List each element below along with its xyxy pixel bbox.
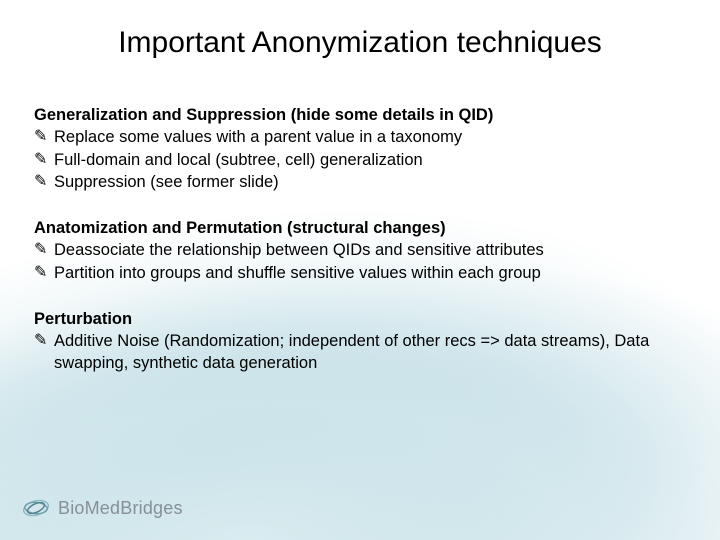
- bullet-icon: ✎: [34, 239, 54, 261]
- bullet-text: Additive Noise (Randomization; independe…: [54, 330, 686, 375]
- bullet-item: ✎ Partition into groups and shuffle sens…: [34, 262, 686, 284]
- section-heading: Anatomization and Permutation (structura…: [34, 217, 686, 239]
- slide-body: Generalization and Suppression (hide som…: [34, 104, 686, 399]
- slide-title: Important Anonymization techniques: [0, 26, 720, 60]
- logo-word-2: Bridges: [120, 498, 182, 518]
- bullet-item: ✎ Full-domain and local (subtree, cell) …: [34, 149, 686, 171]
- bullet-icon: ✎: [34, 171, 54, 193]
- section: Anatomization and Permutation (structura…: [34, 217, 686, 284]
- bullet-icon: ✎: [34, 330, 54, 352]
- section: Perturbation ✎ Additive Noise (Randomiza…: [34, 308, 686, 375]
- bullet-text: Partition into groups and shuffle sensit…: [54, 262, 686, 284]
- bullet-item: ✎ Replace some values with a parent valu…: [34, 126, 686, 148]
- footer-logo: BioMedBridges: [22, 494, 183, 522]
- bullet-item: ✎ Suppression (see former slide): [34, 171, 686, 193]
- bullet-item: ✎ Deassociate the relationship between Q…: [34, 239, 686, 261]
- section: Generalization and Suppression (hide som…: [34, 104, 686, 193]
- logo-text: BioMedBridges: [58, 498, 183, 519]
- bullet-icon: ✎: [34, 149, 54, 171]
- bullet-icon: ✎: [34, 126, 54, 148]
- slide: Important Anonymization techniques Gener…: [0, 0, 720, 540]
- bullet-text: Full-domain and local (subtree, cell) ge…: [54, 149, 686, 171]
- logo-icon: [22, 494, 50, 522]
- section-heading: Generalization and Suppression (hide som…: [34, 104, 686, 126]
- section-heading: Perturbation: [34, 308, 686, 330]
- logo-word-1: BioMed: [58, 498, 120, 518]
- bullet-text: Deassociate the relationship between QID…: [54, 239, 686, 261]
- bullet-icon: ✎: [34, 262, 54, 284]
- bullet-item: ✎ Additive Noise (Randomization; indepen…: [34, 330, 686, 375]
- bullet-text: Suppression (see former slide): [54, 171, 686, 193]
- bullet-text: Replace some values with a parent value …: [54, 126, 686, 148]
